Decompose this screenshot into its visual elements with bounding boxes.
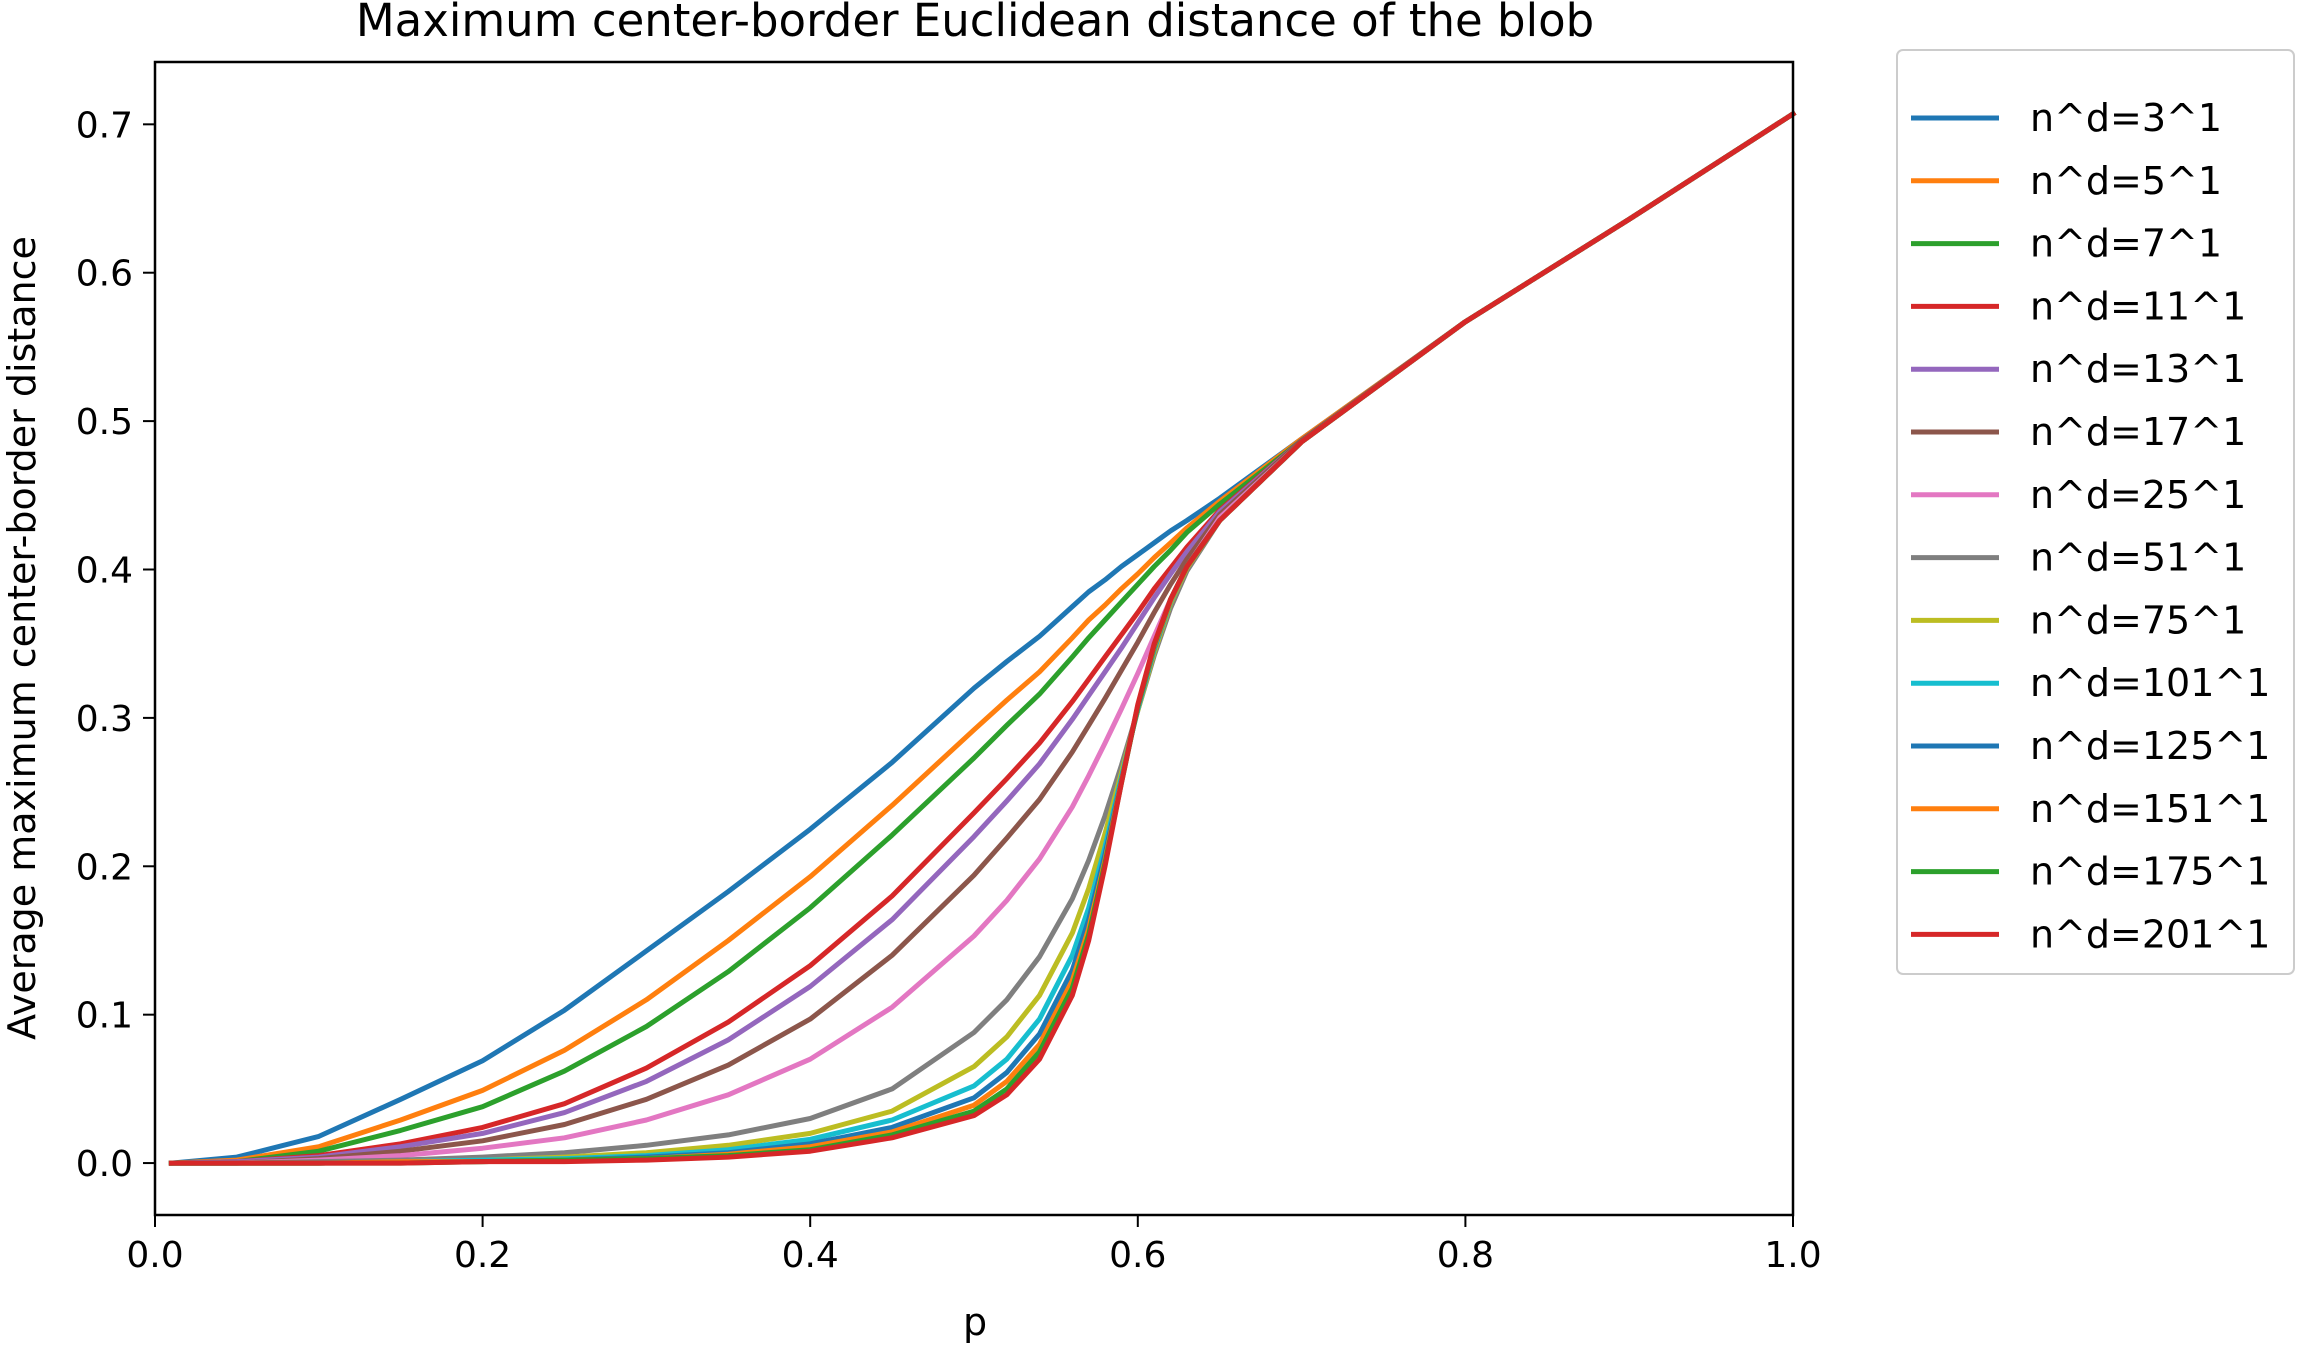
series-line-0	[168, 110, 1797, 1166]
x-tick-label: 0.2	[454, 1235, 511, 1276]
y-tick-label: 0.5	[76, 402, 133, 443]
legend-label-11: n^d=151^1	[2030, 787, 2270, 831]
legend: n^d=3^1 n^d=5^1 n^d=7^1 n^d=11^1 n^d=13^1 n^d…	[1896, 49, 2295, 975]
y-axis: 0.0 0.1 0.2 0.3 0.4 0.5 0.6 0.7	[76, 105, 155, 1185]
x-tick-label: 0.4	[782, 1235, 839, 1276]
legend-frame	[1896, 49, 2295, 975]
series-line-13	[168, 110, 1797, 1166]
y-tick-label: 0.4	[76, 550, 133, 591]
y-tick-label: 0.3	[76, 699, 133, 740]
legend-label-10: n^d=125^1	[2030, 724, 2270, 768]
y-tick-label: 0.2	[76, 847, 133, 888]
series-line-2	[168, 110, 1797, 1166]
y-tick-label: 0.1	[76, 996, 133, 1037]
series-layer	[168, 110, 1797, 1166]
legend-items: n^d=3^1 n^d=5^1 n^d=7^1 n^d=11^1 n^d=13^1 n^d…	[1911, 96, 2270, 956]
legend-label-2: n^d=7^1	[2030, 222, 2222, 266]
legend-label-4: n^d=13^1	[2030, 347, 2246, 391]
y-axis-label: Average maximum center-border distance	[0, 236, 44, 1040]
legend-label-8: n^d=75^1	[2030, 598, 2246, 642]
x-tick-label: 1.0	[1764, 1235, 1821, 1276]
x-tick-label: 0.8	[1437, 1235, 1494, 1276]
y-tick-label: 0.0	[76, 1144, 133, 1185]
legend-label-3: n^d=11^1	[2030, 284, 2246, 328]
x-axis-label: p	[963, 1300, 987, 1344]
legend-label-13: n^d=201^1	[2030, 912, 2270, 956]
chart-title: Maximum center-border Euclidean distance…	[356, 0, 1594, 47]
x-tick-label: 0.0	[126, 1235, 183, 1276]
legend-label-6: n^d=25^1	[2030, 473, 2246, 517]
y-tick-label: 0.7	[76, 105, 133, 146]
legend-label-12: n^d=175^1	[2030, 850, 2270, 894]
plot-area-frame	[153, 60, 1795, 1217]
legend-label-5: n^d=17^1	[2030, 410, 2246, 454]
legend-label-1: n^d=5^1	[2030, 159, 2222, 203]
legend-label-0: n^d=3^1	[2030, 96, 2222, 140]
y-tick-label: 0.6	[76, 254, 133, 295]
x-axis: 0.0 0.2 0.4 0.6 0.8 1.0	[126, 1215, 1822, 1276]
legend-label-7: n^d=51^1	[2030, 536, 2246, 580]
legend-label-9: n^d=101^1	[2030, 661, 2270, 705]
x-tick-label: 0.6	[1109, 1235, 1166, 1276]
